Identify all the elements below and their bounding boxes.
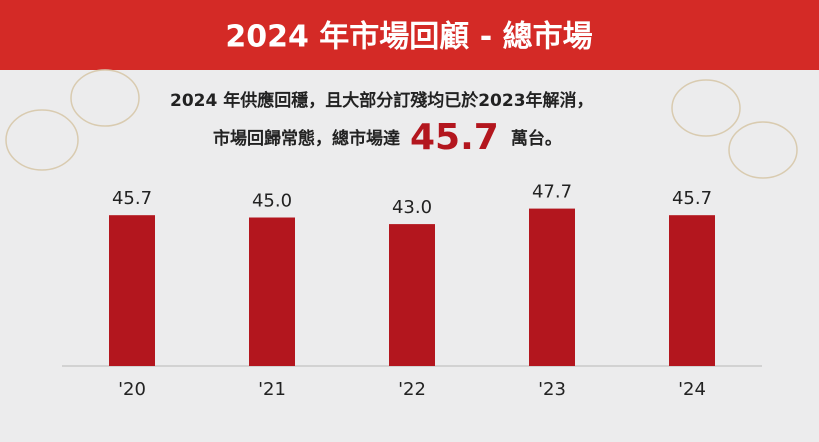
value-label: 45.7 [672, 188, 712, 209]
header-band [0, 0, 819, 70]
bar [249, 217, 295, 366]
bar [529, 208, 575, 366]
x-tick-label: '21 [258, 379, 286, 400]
note: 市場回歸常態，總市場達 45.7 萬台。 [213, 117, 562, 158]
value-label: 45.0 [252, 191, 292, 212]
note-text: 萬台。 [511, 128, 562, 149]
bar [109, 215, 155, 366]
value-label: 43.0 [392, 197, 432, 218]
value-label: 47.7 [532, 182, 572, 203]
value-label: 45.7 [112, 188, 152, 209]
x-tick-label: '20 [118, 379, 146, 400]
x-tick-label: '24 [678, 379, 706, 400]
lanterns [5, 69, 798, 179]
chart-title: 2024 年市場回顧 - 總市場 [225, 20, 592, 55]
x-tick-label: '23 [538, 379, 566, 400]
note-text: 市場回歸常態，總市場達 [213, 128, 400, 149]
bar [669, 215, 715, 366]
subtitle: 2024 年供應回穩，且大部分訂殘均已於2023年解消， [170, 90, 594, 111]
x-tick-label: '22 [398, 379, 426, 400]
note-highlight: 45.7 [410, 117, 499, 158]
bar [389, 224, 435, 366]
